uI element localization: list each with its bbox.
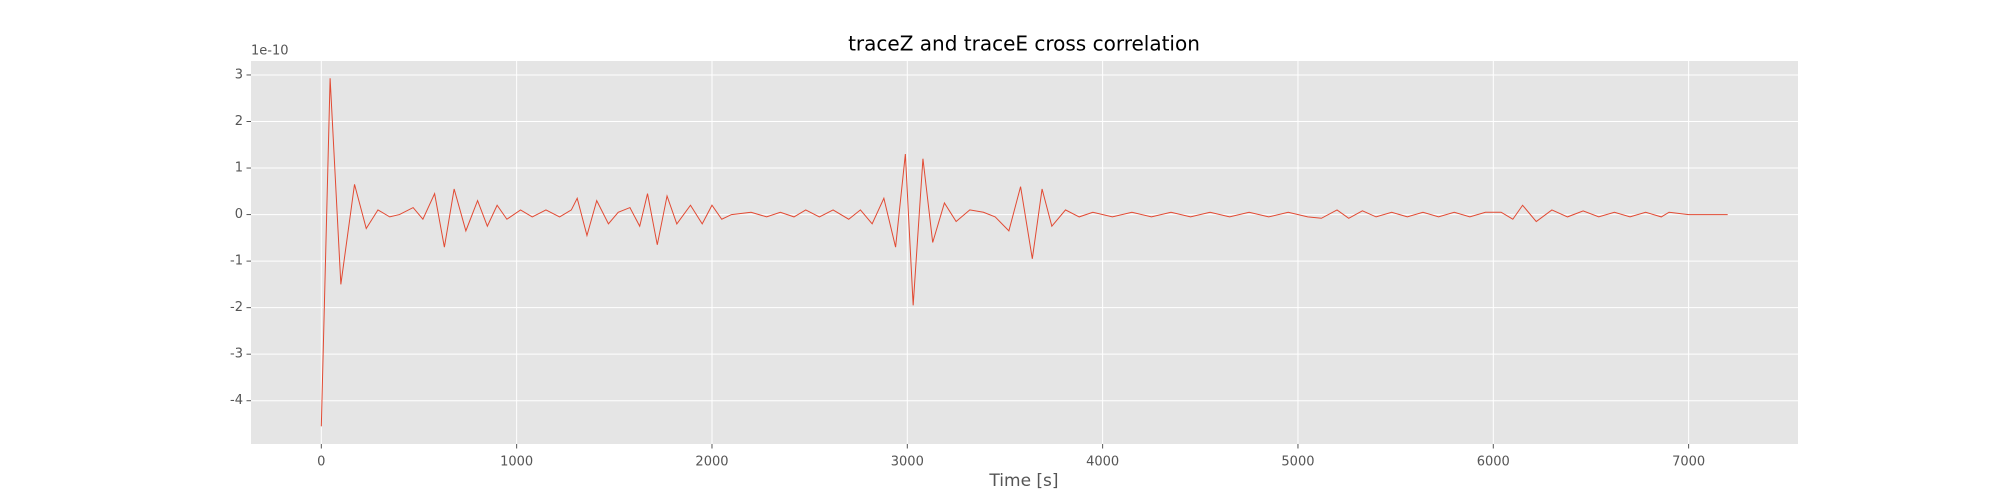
plot-area: [251, 61, 1798, 444]
y-offset-label: 1e-10: [251, 44, 289, 59]
data-line: [320, 78, 1728, 427]
y-tick-label: 2: [235, 114, 243, 129]
y-tick-label: 3: [235, 67, 243, 82]
y-tick-label: -4: [230, 393, 243, 408]
y-tick-label: -1: [230, 254, 243, 269]
x-tick-label: 5000: [1281, 455, 1314, 470]
x-tick-label: 6000: [1477, 455, 1510, 470]
x-tick-label: 4000: [1086, 455, 1119, 470]
x-tick-label: 7000: [1672, 455, 1705, 470]
y-tick-label: 0: [235, 207, 243, 222]
x-tick-label: 2000: [695, 455, 728, 470]
x-tick-label: 0: [317, 455, 325, 470]
y-tick-label: 1: [235, 161, 243, 176]
x-tick-label: 1000: [500, 455, 533, 470]
chart-title: traceZ and traceE cross correlation: [848, 32, 1200, 56]
y-tick-label: -3: [230, 347, 243, 362]
x-axis-label: Time [s]: [988, 471, 1058, 491]
x-tick-label: 3000: [891, 455, 924, 470]
y-tick-label: -2: [230, 300, 243, 315]
